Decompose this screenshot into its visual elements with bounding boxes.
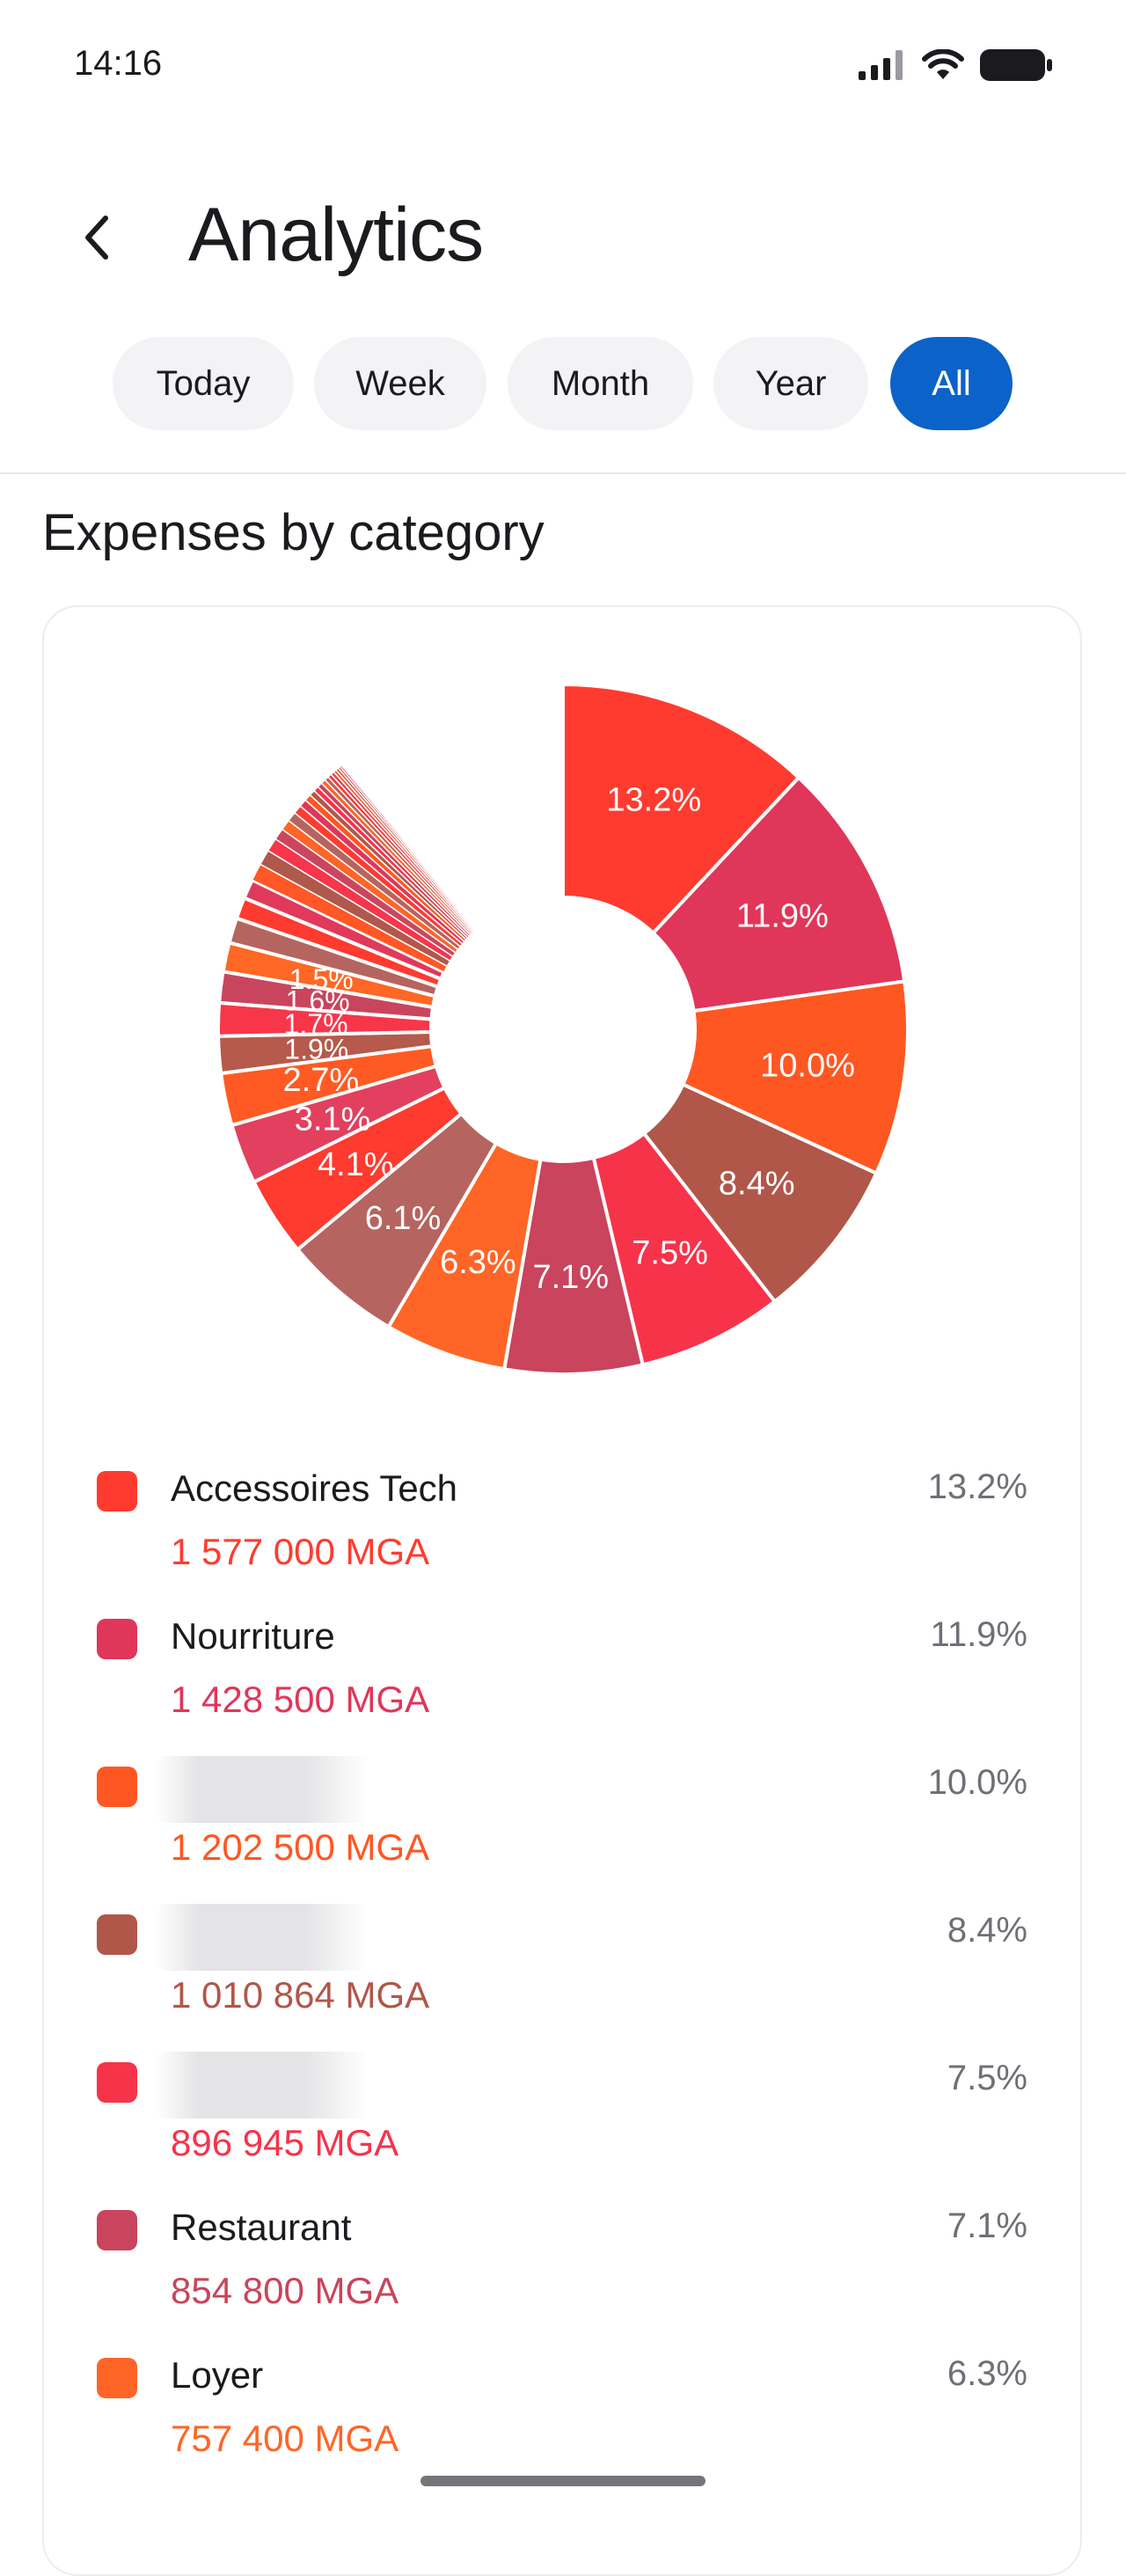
header-divider <box>0 472 1126 474</box>
header: Analytics <box>0 167 1126 317</box>
legend-percent: 10.0% <box>927 1763 1027 1802</box>
redacted-category-name <box>157 1756 368 1823</box>
legend-percent: 13.2% <box>927 1467 1027 1506</box>
legend-category-name: Loyer <box>171 2354 264 2396</box>
legend-item[interactable]: Restaurant 854 800 MGA 7.1% <box>0 2199 1126 2331</box>
legend-category-name: Accessoires Tech <box>171 1467 458 1509</box>
legend-item[interactable]: Accessoires Tech 1 577 000 MGA 13.2% <box>0 1460 1126 1592</box>
legend-amount: 1 010 864 MGA <box>171 1974 430 2016</box>
wifi-icon <box>922 49 964 79</box>
legend-amount: 1 202 500 MGA <box>171 1826 430 1868</box>
legend-item[interactable]: Loyer 757 400 MGA 6.3% <box>0 2347 1126 2479</box>
legend-item[interactable]: 896 945 MGA 7.5% <box>0 2052 1126 2184</box>
cellular-signal-icon <box>859 50 903 80</box>
back-button[interactable] <box>62 202 132 273</box>
legend-swatch <box>97 1471 137 1511</box>
battery-icon <box>980 49 1052 81</box>
legend-percent: 7.1% <box>947 2206 1027 2245</box>
legend-swatch <box>97 2062 137 2103</box>
legend-amount: 757 400 MGA <box>171 2418 399 2459</box>
legend-swatch <box>97 1767 137 1807</box>
legend-item[interactable]: 1 010 864 MGA 8.4% <box>0 1904 1126 2036</box>
tab-year[interactable]: Year <box>713 337 868 430</box>
legend-amount: 1 577 000 MGA <box>171 1531 430 1572</box>
legend-percent: 11.9% <box>930 1615 1027 1654</box>
page-title: Analytics <box>188 193 484 277</box>
status-time: 14:16 <box>74 44 163 83</box>
period-tabs: Today Week Month Year All <box>0 337 1126 430</box>
status-bar: 14:16 <box>0 0 1126 132</box>
legend-category-name: Nourriture <box>171 1615 335 1657</box>
home-indicator[interactable] <box>420 2476 706 2486</box>
legend-amount: 896 945 MGA <box>171 2122 399 2163</box>
tab-today[interactable]: Today <box>113 337 294 430</box>
tab-all[interactable]: All <box>890 337 1013 430</box>
chevron-left-icon <box>85 216 108 260</box>
legend-item[interactable]: 1 202 500 MGA 10.0% <box>0 1756 1126 1888</box>
legend-swatch <box>97 1914 137 1955</box>
legend-amount: 854 800 MGA <box>171 2270 399 2311</box>
legend-category-name: Restaurant <box>171 2206 352 2248</box>
legend-swatch <box>97 1619 137 1659</box>
section-title: Expenses by category <box>42 504 545 561</box>
legend-percent: 8.4% <box>947 1911 1027 1950</box>
legend-amount: 1 428 500 MGA <box>171 1679 430 1720</box>
legend-percent: 7.5% <box>947 2059 1027 2097</box>
legend-item[interactable]: Nourriture 1 428 500 MGA 11.9% <box>0 1608 1126 1740</box>
legend-swatch <box>97 2358 137 2398</box>
tab-week[interactable]: Week <box>314 337 486 430</box>
legend-swatch <box>97 2210 137 2250</box>
legend-percent: 6.3% <box>947 2354 1027 2393</box>
tab-month[interactable]: Month <box>508 337 693 430</box>
redacted-category-name <box>157 1904 368 1971</box>
redacted-category-name <box>157 2052 368 2119</box>
status-icons <box>859 48 1052 83</box>
